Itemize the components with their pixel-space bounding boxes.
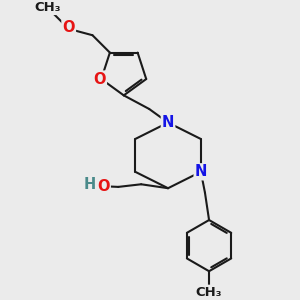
Text: N: N: [195, 164, 207, 179]
Text: O: O: [93, 71, 106, 86]
Text: N: N: [162, 115, 174, 130]
Text: O: O: [62, 20, 75, 35]
Text: O: O: [97, 179, 110, 194]
Text: H: H: [84, 177, 96, 192]
Text: CH₃: CH₃: [196, 286, 222, 299]
Text: CH₃: CH₃: [34, 1, 61, 14]
